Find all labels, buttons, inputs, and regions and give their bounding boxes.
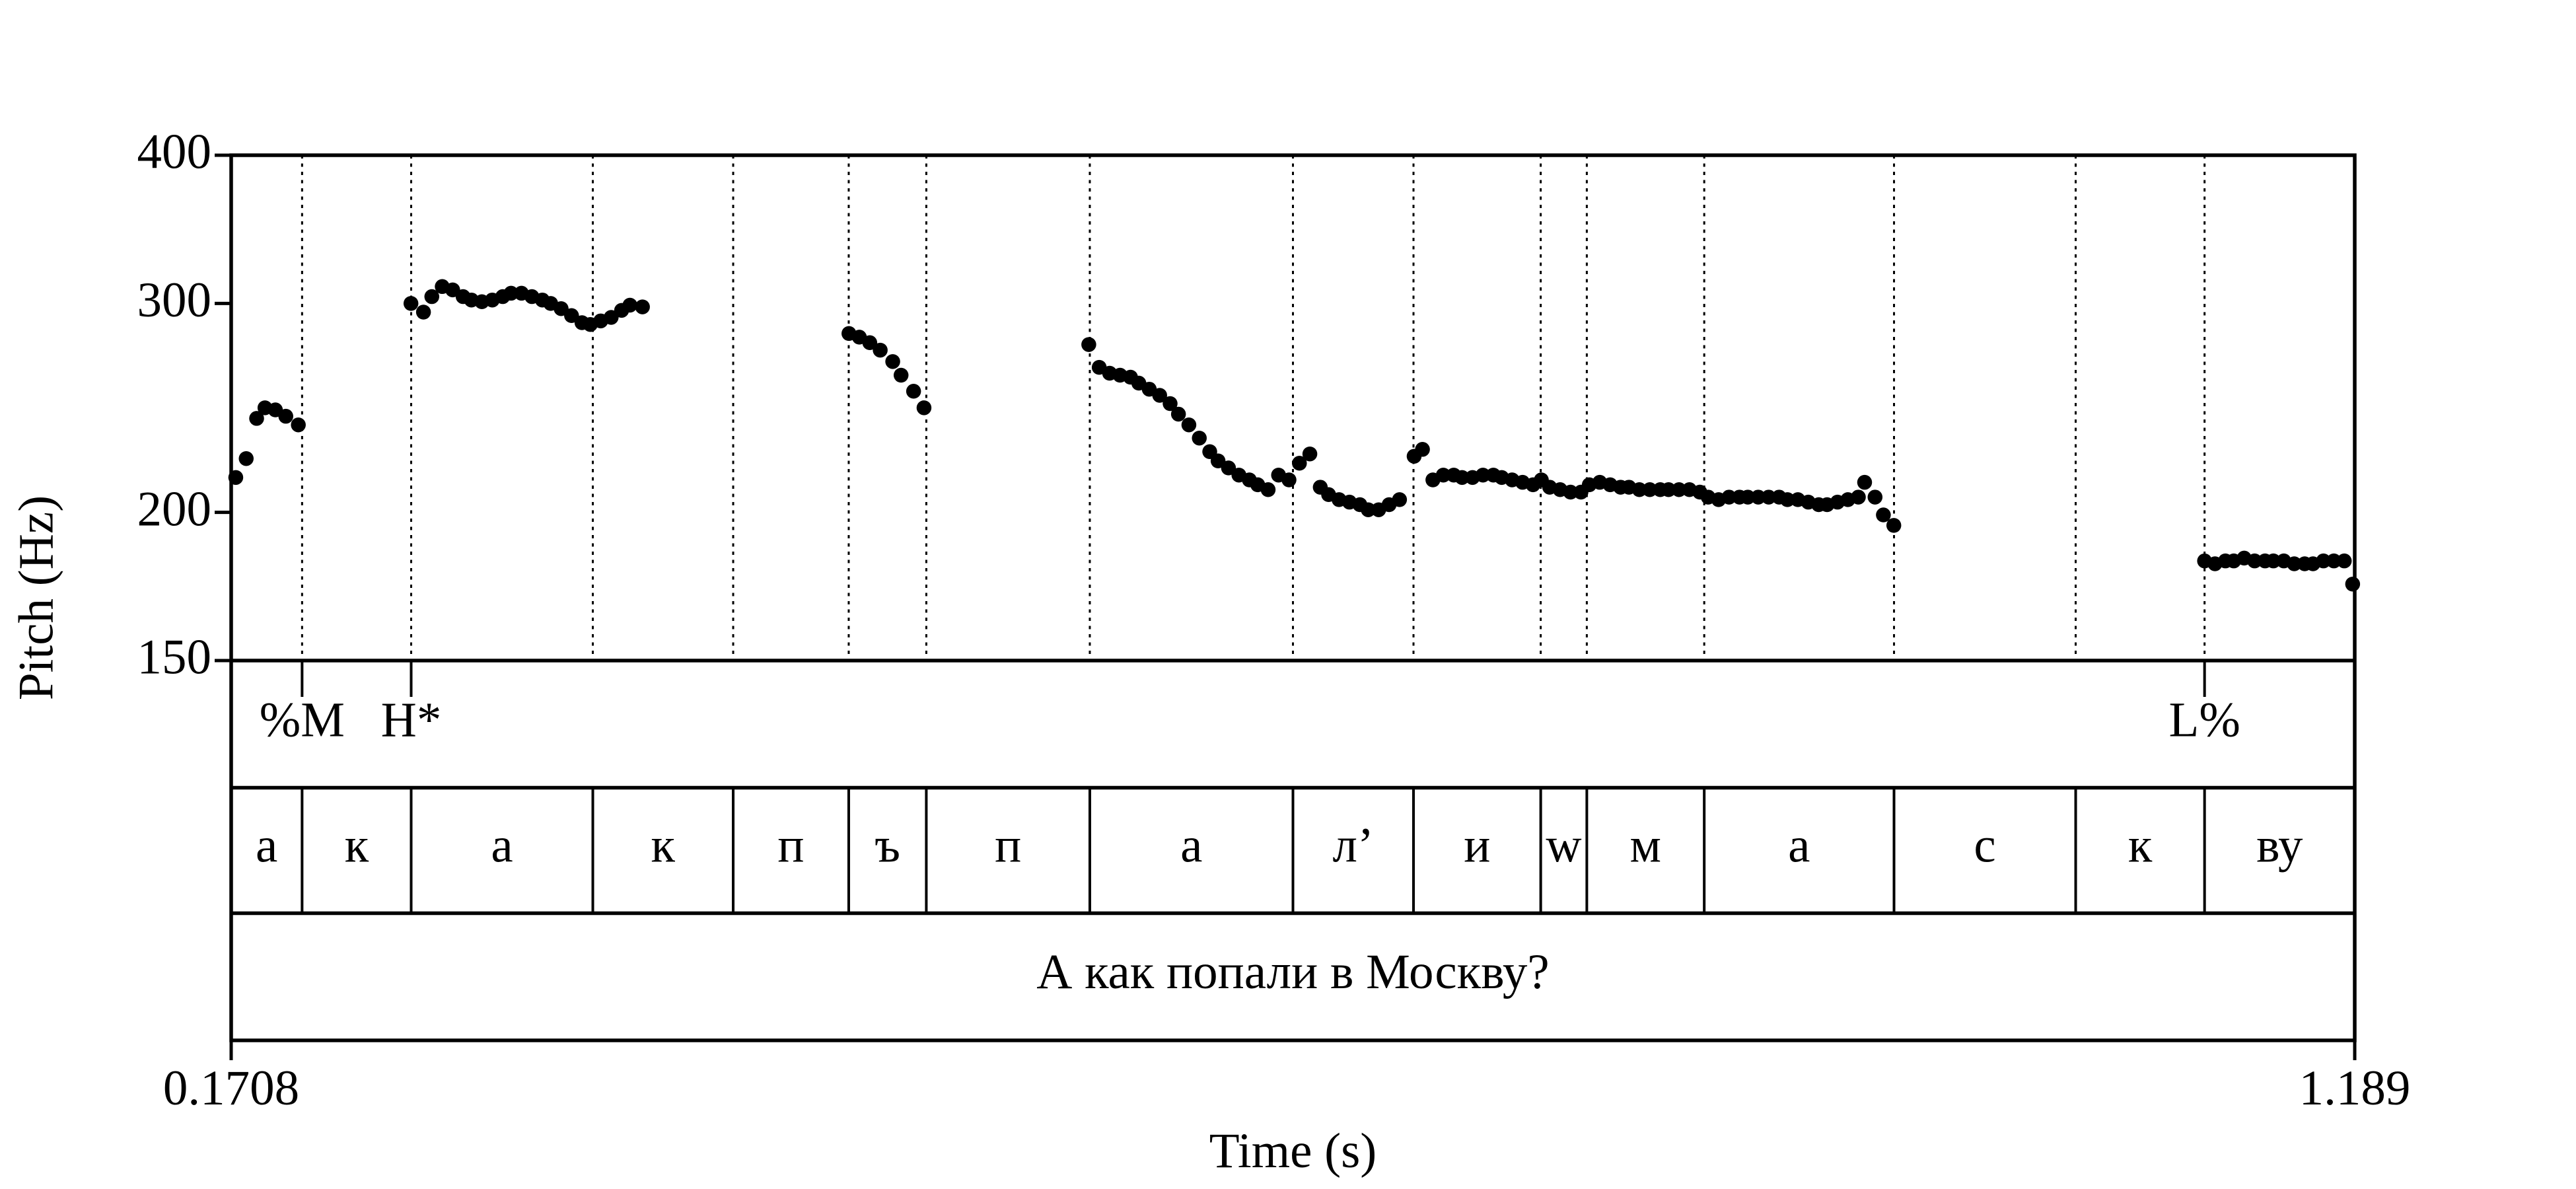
pitch-point (1260, 482, 1276, 497)
pitch-point (1081, 337, 1096, 352)
pitch-point (1631, 482, 1647, 497)
pitch-point (564, 308, 579, 324)
pitch-point (2345, 576, 2361, 592)
segment-label: к (345, 818, 369, 873)
pitch-point (1867, 489, 1883, 505)
pitch-point (1302, 446, 1318, 462)
segment-label: п (995, 818, 1021, 873)
segment-label: ъ (875, 818, 900, 873)
pitch-point (2316, 553, 2331, 569)
y-tick-label: 300 (137, 273, 212, 328)
pitch-point (1221, 460, 1236, 476)
pitch-point (1671, 482, 1687, 497)
pitch-point (291, 417, 306, 433)
x-tick-label: 1.189 (2299, 1061, 2411, 1116)
pitch-point (1740, 489, 1756, 505)
segment-label: л’ (1333, 818, 1374, 873)
pitch-point (238, 450, 254, 466)
sentence-label: А как попали в Москву? (1036, 945, 1549, 999)
pitch-point (2326, 553, 2342, 569)
pitch-point (1642, 482, 1658, 497)
pitch-point (2247, 553, 2262, 569)
y-tick-label: 400 (137, 125, 212, 180)
pitch-point (1761, 489, 1776, 505)
pitch-point (278, 408, 293, 424)
pitch-point (249, 411, 264, 426)
pitch-point (228, 470, 244, 486)
pitch-point (1392, 492, 1408, 507)
pitch-point (503, 285, 519, 301)
pitch-point (2287, 556, 2302, 571)
segment-label: п (777, 818, 804, 873)
segment-label: м (1630, 818, 1661, 873)
pitch-point (424, 289, 440, 305)
pitch-point (1415, 442, 1430, 457)
segment-label: а (1788, 818, 1810, 873)
pitch-point (2336, 553, 2352, 569)
y-tick-label: 150 (137, 630, 212, 685)
pitch-point (1661, 482, 1676, 497)
segment-label: и (1464, 818, 1490, 873)
pitch-point (1750, 489, 1766, 505)
tone-label: L% (2169, 693, 2240, 748)
pitch-point (1210, 453, 1226, 468)
pitch-point (893, 367, 909, 383)
tone-label: %M (260, 693, 345, 748)
pitch-point (1851, 489, 1866, 505)
segment-label: а (256, 818, 277, 873)
pitch-point (1181, 417, 1197, 433)
pitch-point (873, 342, 888, 358)
pitch-point (1886, 518, 1902, 533)
segment-label: ву (2256, 818, 2303, 873)
pitch-point (1857, 474, 1873, 490)
x-tick-label: 0.1708 (163, 1061, 299, 1116)
pitch-point (1361, 502, 1376, 517)
pitch-point (1475, 467, 1491, 483)
segment-label: к (651, 818, 676, 873)
pitch-point (1876, 507, 1891, 522)
pitch-point (554, 301, 569, 316)
tone-label: H* (381, 693, 442, 748)
pitch-point (1721, 489, 1736, 505)
segment-label: к (2128, 818, 2153, 873)
y-axis-label: Pitch (Hz) (9, 495, 64, 700)
pitch-point (1563, 484, 1579, 500)
pitch-point (2266, 553, 2281, 569)
segment-label: w (1546, 818, 1581, 873)
x-axis-label: Time (s) (1209, 1124, 1377, 1178)
pitch-point (622, 297, 637, 313)
segment-label: а (491, 818, 513, 873)
segment-label: а (1180, 818, 1202, 873)
pitch-point (1454, 470, 1470, 486)
pitch-point (1152, 388, 1167, 403)
pitch-point (862, 335, 878, 351)
pitch-point (1281, 472, 1297, 487)
pitch-point (1163, 396, 1178, 412)
pitch-point (916, 400, 932, 415)
pitch-point (635, 299, 650, 314)
pitch-point (1779, 492, 1795, 507)
pitch-point (1192, 430, 1207, 446)
pitch-point (1170, 406, 1186, 422)
pitch-point (604, 310, 619, 325)
pitch-point (906, 384, 921, 399)
pitch-point (1435, 467, 1451, 483)
pitch-point (1292, 456, 1307, 471)
pitch-point (415, 305, 431, 320)
pitch-point (403, 296, 419, 311)
pitch-point (885, 354, 900, 369)
segment-label: с (1974, 818, 1995, 873)
y-tick-label: 200 (137, 482, 212, 536)
